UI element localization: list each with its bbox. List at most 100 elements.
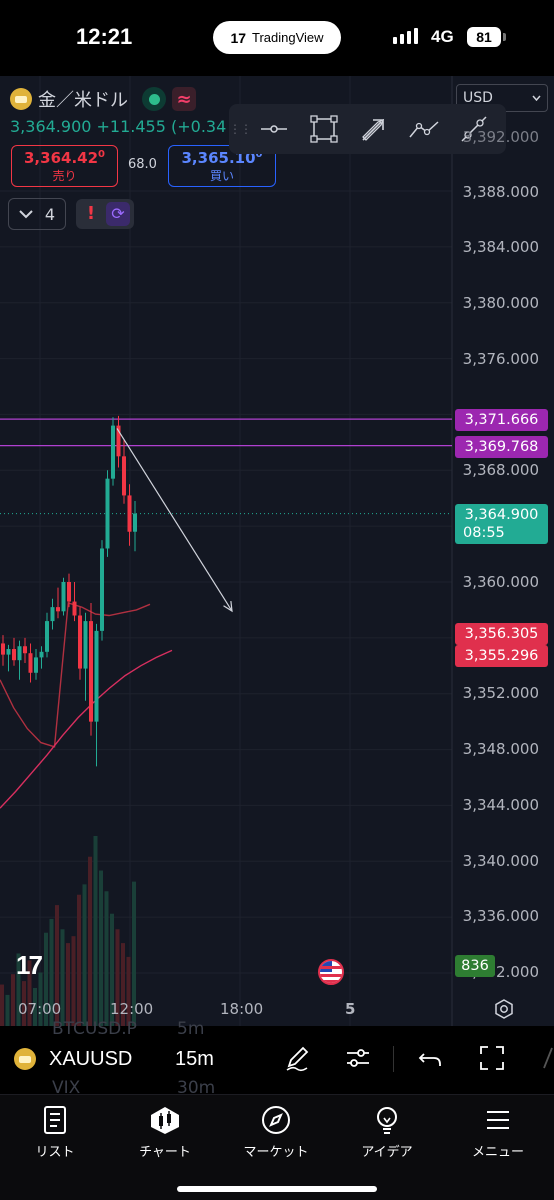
arrow-drawing [116,428,233,612]
chart-area[interactable] [0,76,554,1026]
rectangle-icon[interactable] [299,104,349,154]
sync-icon[interactable]: ⟳ [106,202,130,226]
candle-body [116,425,121,457]
candle-body [133,513,137,532]
price-axis-label: 3,368.000 [462,461,539,479]
fullscreen-icon[interactable] [478,1044,506,1072]
time-axis-label: 07:00 [18,1000,62,1018]
ghost-list-symbol: VIX [52,1078,81,1098]
symbol-header[interactable]: 金／米ドル ≈ [10,86,196,112]
candle-body [83,621,88,669]
ma-price-tag: 3,356.305 [455,623,548,645]
buy-label: 買い [209,169,234,183]
volume-bar [66,943,70,1026]
trend-line-icon[interactable] [449,104,499,154]
tradingview-logo-icon: 17 [230,29,247,46]
drawing-pen-icon[interactable] [283,1044,311,1072]
path-icon[interactable] [399,104,449,154]
tab-watchlist[interactable]: リスト [0,1105,110,1160]
chart-icon [151,1107,179,1134]
candle-body [34,657,38,673]
candle-body [67,582,71,602]
price-axis-label: 3,384.000 [462,238,539,256]
volume-bar [115,929,120,1026]
tab-label: アイデア [361,1145,413,1160]
quote-line: 3,364.900 +11.455 (+0.34 [10,117,227,136]
undo-icon[interactable] [416,1044,444,1072]
menu-icon [487,1111,509,1129]
candle-body [17,646,22,661]
spread-value: 68.0 [128,157,157,172]
volume-bar [49,918,54,1026]
indicator-settings-icon[interactable] [344,1044,372,1072]
tab-menu[interactable]: メニュー [443,1105,553,1160]
tab-label: リスト [35,1145,75,1160]
tab-chart[interactable]: チャート [110,1105,220,1160]
price-axis-label: 3,344.000 [462,796,539,814]
symbol-bar [0,1026,554,1094]
candle-body [100,548,104,631]
time-axis-label: 5 [345,1000,356,1018]
candle-body [12,649,16,661]
data-status-icon[interactable]: ≈ [172,87,196,111]
app-pill-label: TradingView [252,30,324,45]
chevron-down-icon [19,210,33,219]
indicator-status-group[interactable]: ! ⟳ [76,199,134,229]
indicator-row: 4 ! ⟳ [8,198,134,230]
tab-label: マーケット [243,1145,309,1160]
watchlist-icon [44,1106,66,1134]
price-axis-label: 3,388.000 [462,183,539,201]
app-pill[interactable]: 17 TradingView [213,21,341,54]
volume-bar [88,856,92,1026]
candle-body [6,649,11,655]
price-axis-label: 3,380.000 [462,294,539,312]
tab-markets[interactable]: マーケット [221,1105,331,1160]
candle-body [39,651,44,658]
candle-body [78,615,82,669]
volume-bar [132,881,136,1026]
moving-average-slow [0,649,173,809]
candle-body [89,621,93,722]
indicators-toggle[interactable]: 4 [8,198,66,230]
volume-bar [104,891,109,1026]
candle-body [61,582,66,612]
volume-bar [55,905,59,1026]
divider [393,1046,394,1072]
status-bar: 12:21 17 TradingView 4G 81 [0,0,554,76]
horizontal-ray-icon[interactable] [249,104,299,154]
symbol-name[interactable]: 金／米ドル [38,90,128,111]
volume-bar [27,960,32,1026]
candle-body [50,607,55,622]
volume-bar [11,974,15,1026]
arrow-icon[interactable] [349,104,399,154]
price-axis-label: 3,340.000 [462,852,539,870]
volume-bar [44,932,48,1026]
home-indicator [177,1186,377,1192]
level-price-tag[interactable]: 3,371.666 [455,409,548,431]
market-open-icon[interactable] [142,87,166,111]
chart-canvas[interactable] [0,76,554,1026]
ghost-list-interval: 30m [177,1078,216,1098]
drawing-toolbar[interactable]: ⋮⋮ [229,104,506,154]
price-axis-label: 3,352.000 [462,684,539,702]
sell-button[interactable]: 3,364.420 売り [11,145,118,187]
gold-icon [10,88,32,110]
interval-button[interactable]: 15m [175,1048,214,1070]
tab-label: メニュー [471,1145,524,1160]
drag-handle-icon[interactable]: ⋮⋮ [229,121,252,136]
ma-price-tag: 3,355.296 [455,645,548,667]
symbol-search-button[interactable]: XAUUSD [49,1048,133,1070]
settings-icon[interactable] [493,998,515,1020]
warning-icon[interactable]: ! [86,203,96,224]
more-icon[interactable] [540,1044,554,1072]
volume-bar [126,956,131,1026]
us-flag-event-icon[interactable] [318,959,344,985]
tab-ideas[interactable]: アイデア [332,1105,442,1160]
ghost-list-interval: 5m [177,1019,205,1039]
level-price-tag[interactable]: 3,369.768 [455,436,548,458]
volume-bar [110,913,114,1026]
time-axis-label: 12:00 [110,1000,154,1018]
volume-bar [33,988,37,1026]
candle-body [28,653,33,673]
tab-bar: リスト チャート マーケット アイデア メニュー [0,1094,554,1200]
